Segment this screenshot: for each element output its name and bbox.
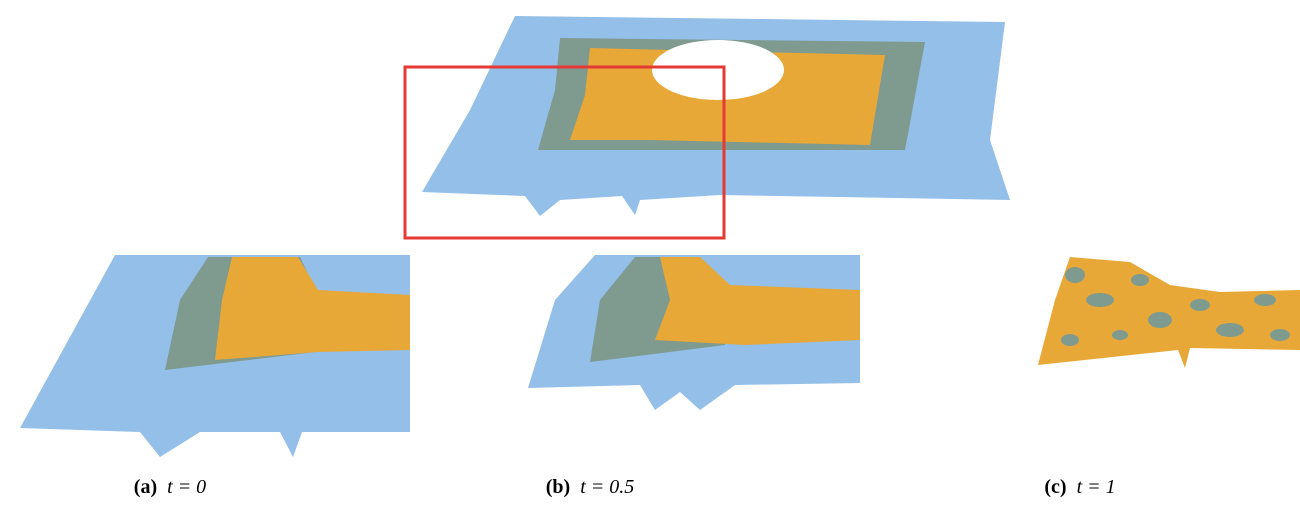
- caption-b: (b) t = 0.5: [546, 476, 635, 499]
- caption-text: t = 1: [1077, 476, 1116, 498]
- caption-label: (b): [546, 476, 570, 498]
- caption-text: t = 0: [167, 476, 206, 498]
- figure: (a) t = 0 (b) t = 0.5 (c) t = 1: [0, 0, 1300, 513]
- overview-render: [405, 16, 1010, 238]
- caption-c: (c) t = 1: [1044, 476, 1115, 499]
- render-a: [20, 255, 410, 457]
- caption-text: t = 0.5: [580, 476, 634, 498]
- render-c: [1038, 257, 1300, 368]
- caption-a: (a) t = 0: [134, 476, 206, 499]
- caption-label: (a): [134, 476, 157, 498]
- caption-label: (c): [1044, 476, 1066, 498]
- renders: [0, 0, 1300, 513]
- render-b: [528, 255, 860, 410]
